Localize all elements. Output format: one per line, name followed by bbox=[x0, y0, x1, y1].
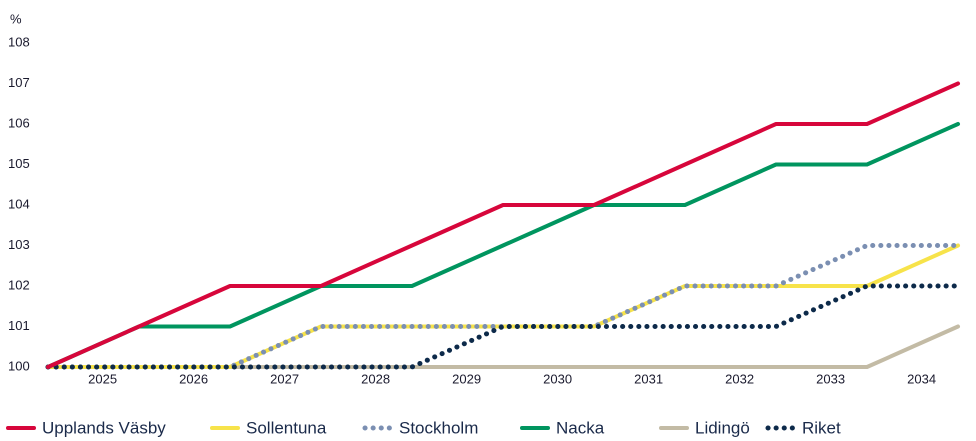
x-tick-label: 2027 bbox=[270, 371, 299, 386]
y-tick-label: 101 bbox=[8, 318, 30, 333]
y-tick-label: 105 bbox=[8, 156, 30, 171]
y-tick-label: 100 bbox=[8, 358, 30, 373]
x-tick-label: 2026 bbox=[179, 371, 208, 386]
legend-label: Stockholm bbox=[399, 418, 478, 437]
series-line bbox=[46, 122, 960, 369]
y-tick-label: 106 bbox=[8, 115, 30, 130]
x-tick-label: 2025 bbox=[88, 371, 117, 386]
x-tick-label: 2034 bbox=[907, 371, 936, 386]
y-tick-label: 107 bbox=[8, 75, 30, 90]
y-tick-label: 108 bbox=[8, 34, 30, 49]
series-line bbox=[45, 283, 961, 370]
x-tick-label: 2033 bbox=[816, 371, 845, 386]
y-tick-label: 102 bbox=[8, 277, 30, 292]
y-unit: % bbox=[10, 11, 22, 26]
plot bbox=[45, 81, 961, 370]
x-tick-label: 2028 bbox=[361, 371, 390, 386]
legend-label: Lidingö bbox=[695, 418, 750, 437]
x-tick-label: 2029 bbox=[452, 371, 481, 386]
series-line bbox=[46, 324, 960, 369]
legend-label: Sollentuna bbox=[246, 418, 327, 437]
x-tick-label: 2030 bbox=[543, 371, 572, 386]
legend-label: Nacka bbox=[556, 418, 605, 437]
legend-label: Riket bbox=[802, 418, 841, 437]
y-tick-label: 103 bbox=[8, 237, 30, 252]
x-tick-label: 2032 bbox=[725, 371, 754, 386]
series-line bbox=[46, 81, 960, 369]
legend-label: Upplands Väsby bbox=[42, 418, 166, 437]
y-tick-label: 104 bbox=[8, 196, 30, 211]
x-tick-label: 2031 bbox=[634, 371, 663, 386]
